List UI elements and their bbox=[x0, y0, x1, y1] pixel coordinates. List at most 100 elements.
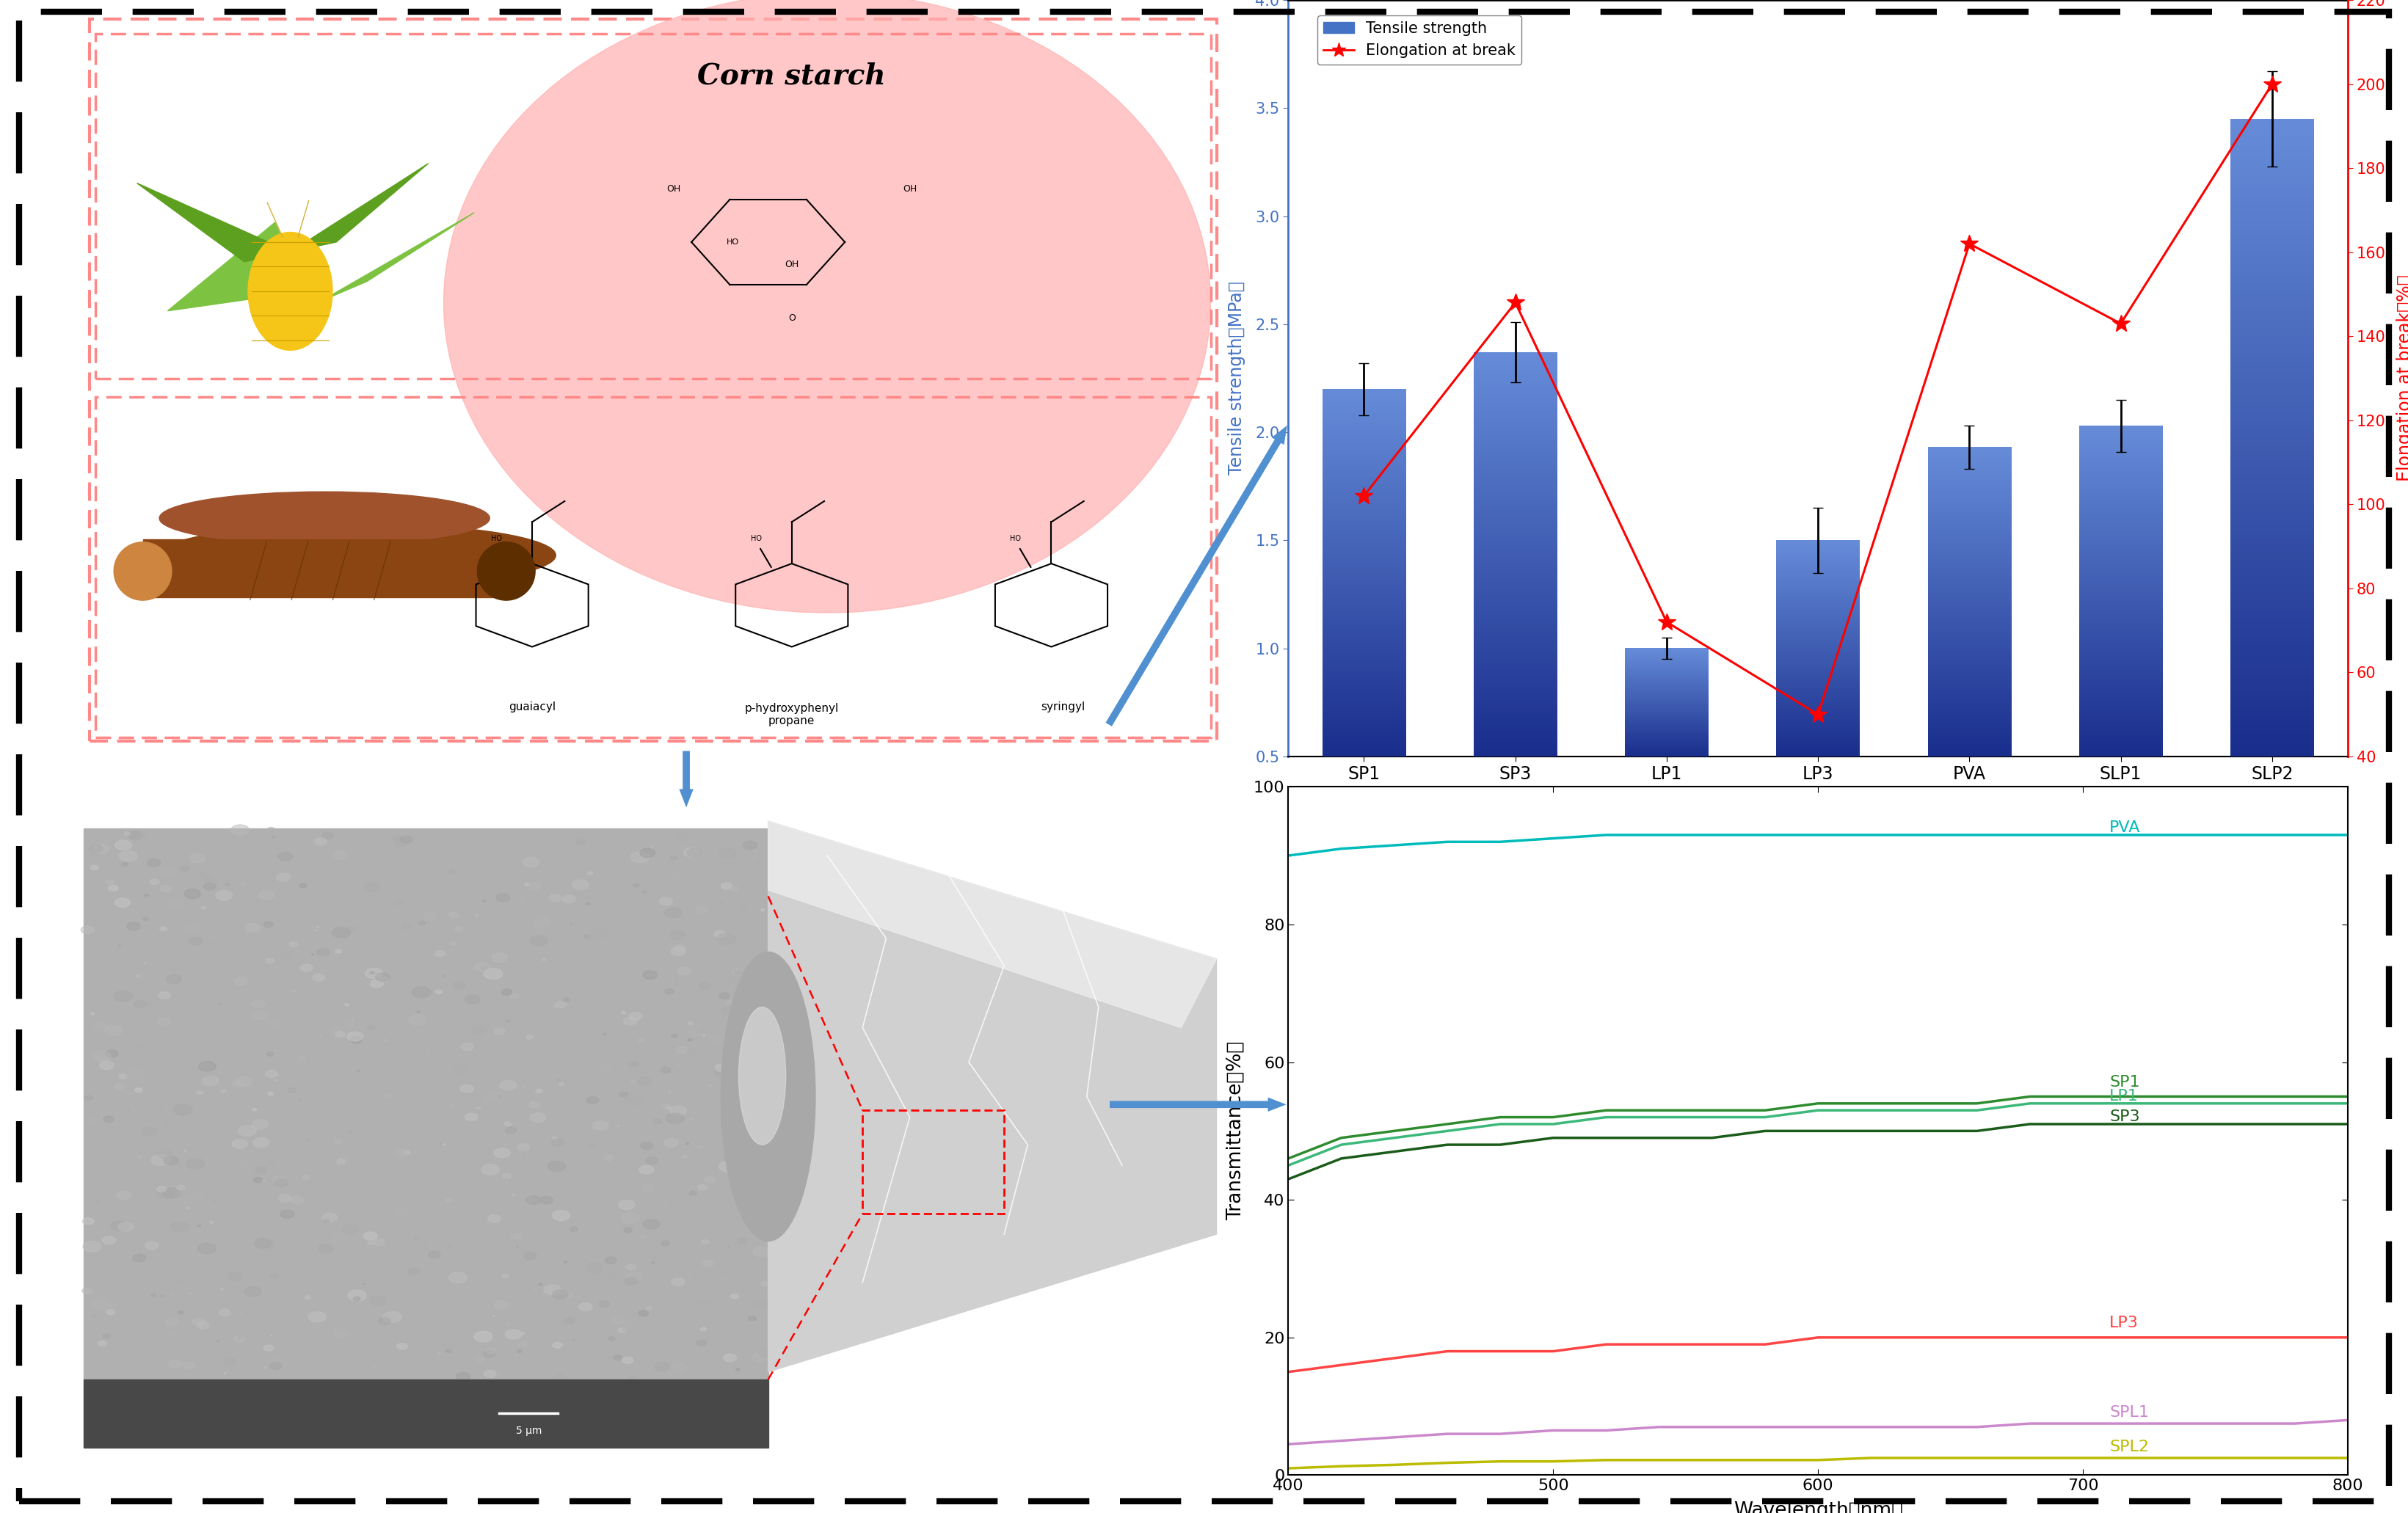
Circle shape bbox=[727, 1059, 739, 1067]
Circle shape bbox=[715, 1070, 725, 1076]
Circle shape bbox=[364, 882, 380, 891]
Circle shape bbox=[486, 1089, 503, 1100]
Circle shape bbox=[419, 921, 426, 924]
Circle shape bbox=[301, 964, 313, 971]
Circle shape bbox=[231, 1139, 248, 1148]
Circle shape bbox=[371, 1297, 388, 1306]
Circle shape bbox=[551, 1291, 568, 1300]
Circle shape bbox=[698, 1300, 708, 1306]
Circle shape bbox=[219, 1309, 231, 1316]
Circle shape bbox=[624, 1095, 643, 1106]
Circle shape bbox=[484, 1097, 491, 1101]
Bar bbox=[96, 396, 1211, 737]
Circle shape bbox=[393, 900, 405, 906]
Circle shape bbox=[585, 1262, 602, 1272]
Circle shape bbox=[149, 879, 159, 885]
Circle shape bbox=[137, 1045, 142, 1049]
Circle shape bbox=[159, 993, 171, 999]
Circle shape bbox=[641, 1236, 645, 1238]
Circle shape bbox=[82, 926, 94, 934]
Circle shape bbox=[347, 1291, 366, 1301]
Circle shape bbox=[299, 884, 306, 888]
Circle shape bbox=[737, 1188, 749, 1194]
Circle shape bbox=[101, 1027, 108, 1030]
Circle shape bbox=[696, 1341, 706, 1345]
Circle shape bbox=[489, 1215, 501, 1223]
Circle shape bbox=[344, 1003, 349, 1006]
Circle shape bbox=[135, 1000, 147, 1008]
Circle shape bbox=[82, 1241, 101, 1251]
Bar bbox=[1474, 353, 1558, 756]
Circle shape bbox=[722, 1114, 739, 1123]
Circle shape bbox=[224, 1363, 229, 1366]
Circle shape bbox=[715, 930, 727, 938]
Circle shape bbox=[253, 1138, 270, 1147]
Circle shape bbox=[89, 1120, 96, 1123]
Circle shape bbox=[588, 1097, 600, 1104]
Circle shape bbox=[250, 1000, 265, 1008]
Circle shape bbox=[662, 1241, 669, 1245]
Circle shape bbox=[556, 1079, 561, 1082]
Circle shape bbox=[128, 1092, 130, 1094]
Circle shape bbox=[183, 1362, 195, 1369]
Circle shape bbox=[607, 1274, 614, 1278]
Circle shape bbox=[393, 1209, 407, 1218]
Circle shape bbox=[450, 1331, 460, 1337]
Y-axis label: Elongation at break（%）: Elongation at break（%） bbox=[2396, 275, 2408, 481]
Circle shape bbox=[164, 1318, 178, 1325]
Text: LP3: LP3 bbox=[2109, 1316, 2138, 1330]
Circle shape bbox=[563, 1292, 573, 1298]
Circle shape bbox=[672, 1363, 689, 1372]
Circle shape bbox=[82, 1288, 92, 1294]
Circle shape bbox=[197, 1321, 209, 1328]
Circle shape bbox=[588, 1129, 590, 1132]
Circle shape bbox=[614, 1356, 621, 1360]
Polygon shape bbox=[291, 163, 429, 251]
Circle shape bbox=[706, 1177, 715, 1183]
Circle shape bbox=[128, 923, 140, 930]
Circle shape bbox=[159, 926, 166, 930]
Circle shape bbox=[104, 1334, 111, 1339]
Ellipse shape bbox=[248, 231, 332, 351]
Circle shape bbox=[373, 1366, 378, 1369]
Circle shape bbox=[277, 1195, 291, 1201]
Circle shape bbox=[474, 1357, 484, 1362]
Polygon shape bbox=[320, 212, 474, 301]
Circle shape bbox=[482, 967, 489, 971]
Circle shape bbox=[638, 1165, 653, 1174]
Circle shape bbox=[725, 1000, 734, 1006]
Circle shape bbox=[496, 894, 510, 902]
Circle shape bbox=[116, 840, 132, 850]
Circle shape bbox=[609, 1316, 624, 1325]
Circle shape bbox=[501, 990, 513, 996]
Circle shape bbox=[631, 1080, 636, 1083]
Ellipse shape bbox=[113, 542, 171, 601]
Circle shape bbox=[645, 1157, 657, 1163]
Circle shape bbox=[653, 1262, 655, 1263]
Circle shape bbox=[161, 885, 171, 891]
Circle shape bbox=[414, 1236, 419, 1239]
Circle shape bbox=[157, 1307, 171, 1315]
Circle shape bbox=[742, 1324, 754, 1331]
Circle shape bbox=[592, 1121, 609, 1130]
Bar bbox=[1322, 389, 1406, 756]
Circle shape bbox=[181, 1197, 193, 1204]
Circle shape bbox=[751, 1353, 768, 1362]
Circle shape bbox=[267, 1159, 277, 1163]
Circle shape bbox=[207, 1262, 214, 1266]
Bar bbox=[862, 1111, 1004, 1213]
Circle shape bbox=[246, 1286, 260, 1297]
Circle shape bbox=[335, 1139, 342, 1144]
Circle shape bbox=[104, 1365, 123, 1375]
Circle shape bbox=[554, 1342, 563, 1348]
Circle shape bbox=[643, 971, 657, 979]
Circle shape bbox=[530, 935, 547, 946]
Circle shape bbox=[294, 990, 296, 993]
Circle shape bbox=[101, 1236, 116, 1244]
Circle shape bbox=[530, 882, 542, 890]
Circle shape bbox=[200, 873, 207, 878]
Circle shape bbox=[279, 1210, 294, 1218]
Circle shape bbox=[523, 1333, 525, 1334]
Circle shape bbox=[417, 1011, 419, 1012]
Circle shape bbox=[183, 890, 200, 899]
